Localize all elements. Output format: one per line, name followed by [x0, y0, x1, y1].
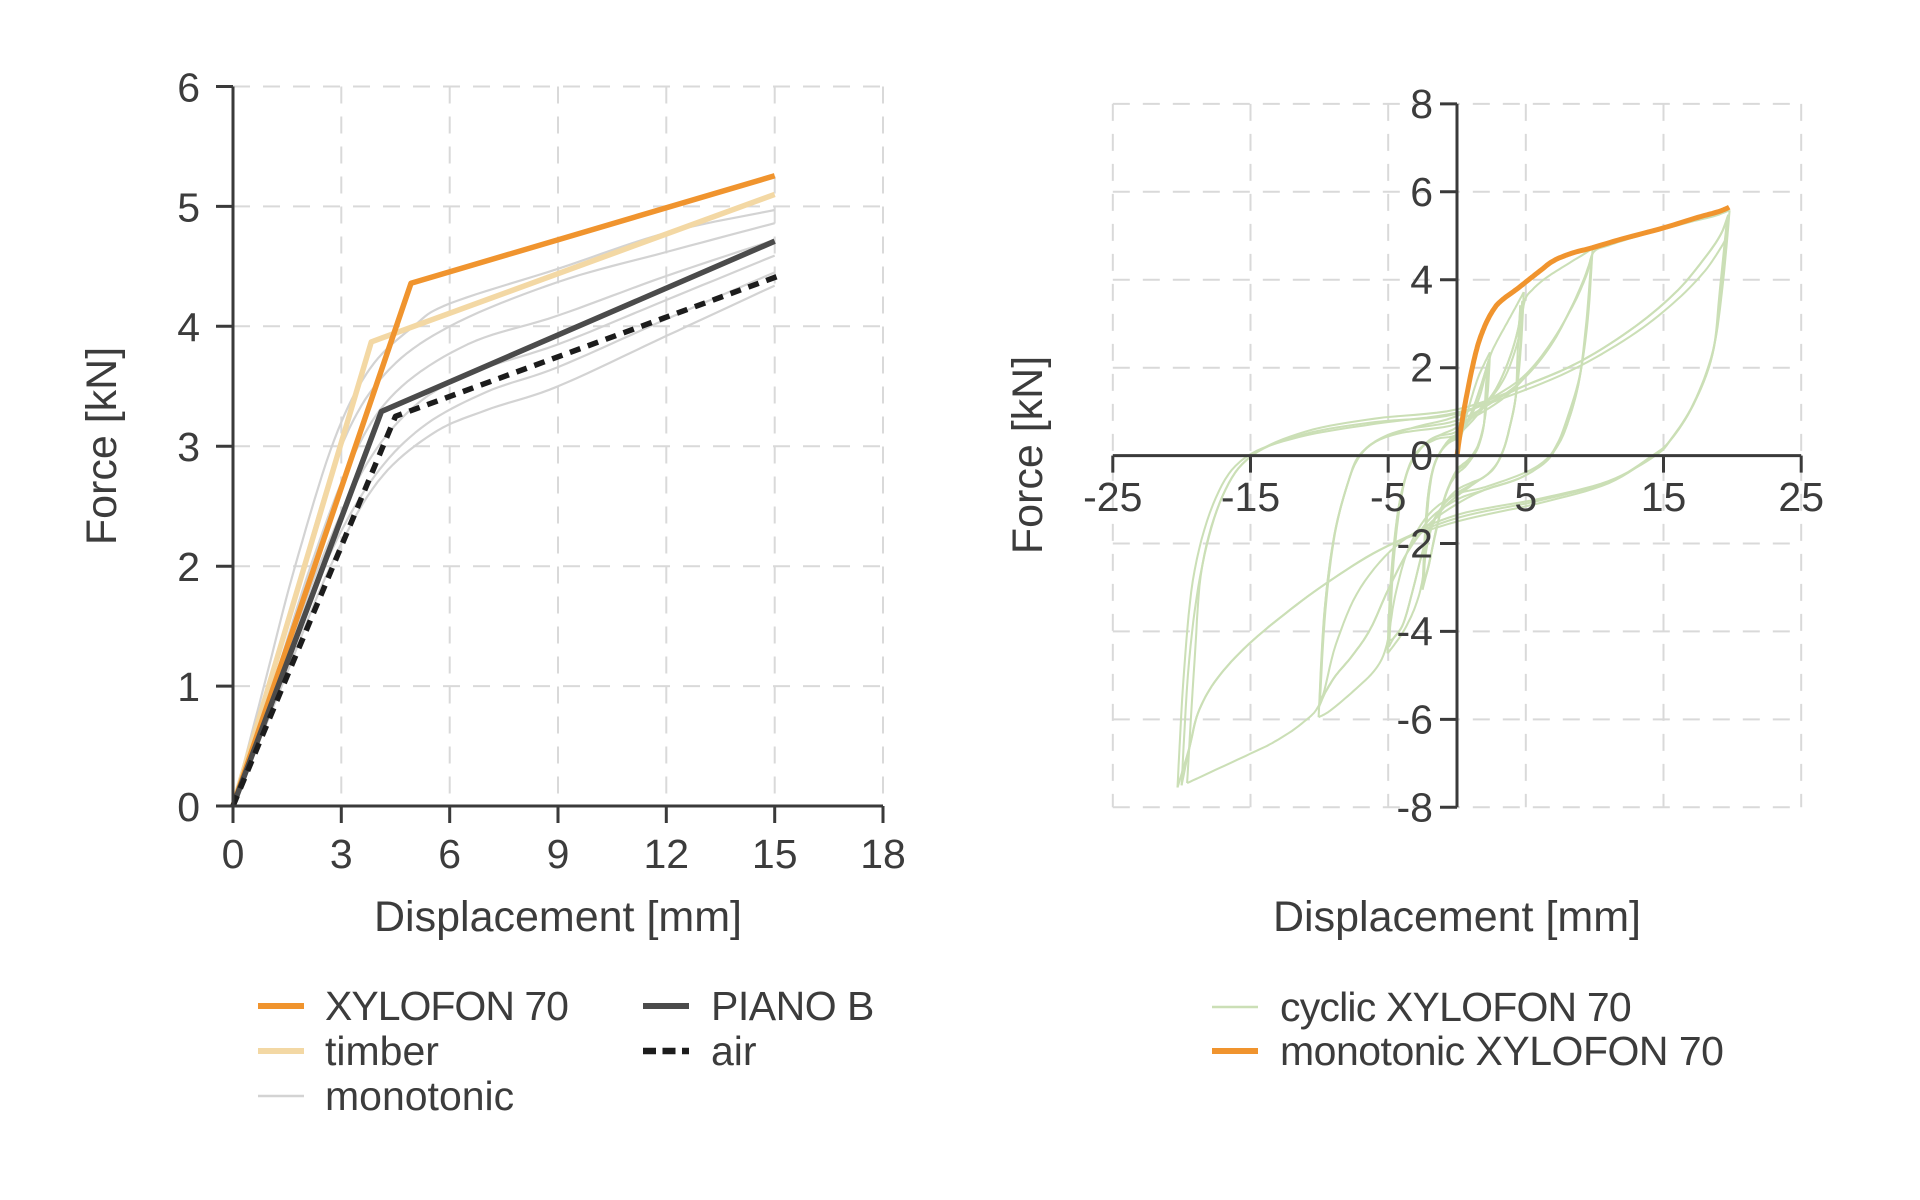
svg-text:-4: -4	[1397, 608, 1433, 654]
svg-text:Displacement [mm]: Displacement [mm]	[374, 893, 742, 941]
svg-text:15: 15	[752, 831, 798, 877]
svg-text:8: 8	[1410, 81, 1433, 127]
svg-text:-2: -2	[1397, 521, 1433, 567]
svg-text:monotonic XYLOFON 70: monotonic XYLOFON 70	[1280, 1028, 1723, 1074]
svg-text:Force [kN]: Force [kN]	[78, 347, 126, 545]
svg-text:Force [kN]: Force [kN]	[1004, 356, 1052, 554]
svg-text:6: 6	[438, 831, 461, 877]
svg-text:-6: -6	[1397, 696, 1433, 742]
svg-text:3: 3	[177, 424, 200, 470]
svg-text:-5: -5	[1370, 474, 1406, 520]
svg-text:air: air	[711, 1028, 757, 1074]
svg-text:2: 2	[177, 544, 200, 590]
svg-text:0: 0	[177, 784, 200, 830]
svg-text:timber: timber	[325, 1028, 439, 1074]
svg-text:PIANO B: PIANO B	[711, 983, 874, 1029]
svg-text:4: 4	[177, 304, 200, 350]
svg-text:monotonic: monotonic	[325, 1073, 514, 1119]
svg-text:-15: -15	[1221, 474, 1280, 520]
svg-text:5: 5	[1514, 474, 1537, 520]
svg-text:-8: -8	[1397, 784, 1433, 830]
svg-text:12: 12	[643, 831, 689, 877]
svg-text:18: 18	[860, 831, 906, 877]
svg-text:6: 6	[177, 65, 200, 111]
svg-text:1: 1	[177, 664, 200, 710]
svg-text:0: 0	[1410, 433, 1433, 479]
svg-text:4: 4	[1410, 257, 1433, 303]
svg-text:2: 2	[1410, 345, 1433, 391]
svg-text:9: 9	[547, 831, 570, 877]
svg-text:Displacement [mm]: Displacement [mm]	[1273, 893, 1641, 941]
svg-text:cyclic XYLOFON 70: cyclic XYLOFON 70	[1280, 984, 1631, 1030]
svg-text:XYLOFON 70: XYLOFON 70	[325, 983, 568, 1029]
svg-text:5: 5	[177, 184, 200, 230]
svg-text:15: 15	[1641, 474, 1687, 520]
svg-text:3: 3	[330, 831, 353, 877]
svg-text:-25: -25	[1083, 474, 1142, 520]
svg-text:0: 0	[222, 831, 245, 877]
svg-text:25: 25	[1778, 474, 1824, 520]
svg-text:6: 6	[1410, 169, 1433, 215]
